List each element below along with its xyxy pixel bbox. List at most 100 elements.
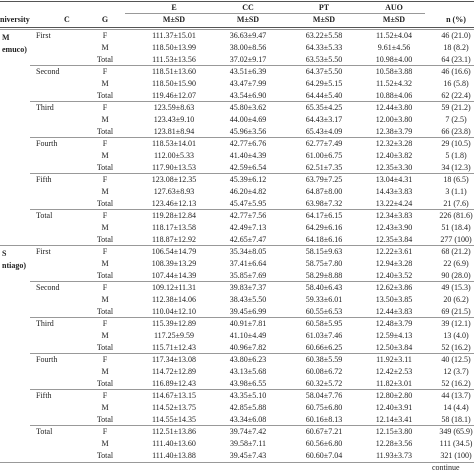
value-cell: 43.35±5.10 bbox=[229, 391, 267, 400]
value-cell: 12.40±3.82 bbox=[375, 151, 413, 160]
value-cell: 12.59±4.13 bbox=[375, 331, 413, 340]
gender-cell: Total bbox=[96, 307, 114, 316]
value-cell: 59.33±6.01 bbox=[305, 295, 343, 304]
header-cell: C bbox=[64, 15, 70, 24]
value-cell: 13.04±4.31 bbox=[375, 175, 413, 184]
value-cell: 60.66±6.25 bbox=[305, 343, 343, 352]
header-top-cell: E bbox=[171, 3, 177, 12]
value-cell: 127.63±8.93 bbox=[153, 187, 195, 196]
course-name: Fourth bbox=[36, 355, 58, 364]
value-cell: 114.55±14.35 bbox=[151, 415, 197, 424]
header-top-cell: AUO bbox=[385, 3, 403, 12]
course-name: Fourth bbox=[36, 139, 58, 148]
value-cell: 11.52±4.32 bbox=[375, 79, 413, 88]
gender-cell: F bbox=[102, 391, 108, 400]
value-cell: 13 (4.0) bbox=[443, 331, 469, 340]
value-cell: 12 (3.7) bbox=[443, 367, 469, 376]
course-rule bbox=[30, 281, 474, 282]
gender-cell: M bbox=[101, 367, 109, 376]
value-cell: 61.00±6.75 bbox=[305, 151, 343, 160]
value-cell: 43.51±6.39 bbox=[229, 67, 267, 76]
value-cell: 38.00±8.56 bbox=[229, 43, 267, 52]
value-cell: 112.00±5.33 bbox=[153, 151, 195, 160]
value-cell: 18 (8.2) bbox=[443, 43, 469, 52]
value-cell: 11.93±3.73 bbox=[375, 451, 413, 460]
value-cell: 60.56±6.80 bbox=[305, 439, 343, 448]
value-cell: 123.81±8.94 bbox=[153, 127, 195, 136]
course-rule bbox=[30, 425, 474, 426]
value-cell: 112.51±13.86 bbox=[151, 427, 197, 436]
value-cell: 12.80±2.80 bbox=[375, 391, 413, 400]
gender-cell: Total bbox=[96, 127, 114, 136]
value-cell: 123.08±12.35 bbox=[151, 175, 197, 184]
header-cell: G bbox=[101, 15, 109, 24]
value-cell: 42.49±7.13 bbox=[229, 223, 267, 232]
value-cell: 118.51±13.60 bbox=[151, 67, 197, 76]
value-cell: 60.75±6.80 bbox=[305, 403, 343, 412]
value-cell: 12.44±3.83 bbox=[375, 307, 413, 316]
course-rule bbox=[30, 137, 474, 138]
gender-cell: Total bbox=[96, 415, 114, 424]
gender-cell: F bbox=[102, 103, 108, 112]
value-cell: 68 (21.2) bbox=[441, 247, 471, 256]
value-cell: 12.15±3.80 bbox=[375, 427, 413, 436]
value-cell: 118.53±14.01 bbox=[151, 139, 197, 148]
value-cell: 35.34±8.05 bbox=[229, 247, 267, 256]
value-cell: 11.82±3.01 bbox=[375, 379, 413, 388]
value-cell: 118.17±13.58 bbox=[151, 223, 197, 232]
header-cell: M±SD bbox=[312, 15, 336, 24]
value-cell: 60.60±7.04 bbox=[305, 451, 343, 460]
university-name: M bbox=[2, 33, 10, 42]
value-cell: 114.67±13.15 bbox=[151, 391, 197, 400]
value-cell: 12.50±3.84 bbox=[375, 343, 413, 352]
value-cell: 58.75±7.80 bbox=[305, 259, 343, 268]
value-cell: 42.85±5.88 bbox=[229, 403, 267, 412]
value-cell: 62.51±7.35 bbox=[305, 163, 343, 172]
value-cell: 12.35±3.30 bbox=[375, 163, 413, 172]
value-cell: 112.38±14.06 bbox=[151, 295, 197, 304]
value-cell: 49 (15.3) bbox=[441, 283, 471, 292]
course-rule bbox=[30, 209, 474, 210]
value-cell: 114.72±12.89 bbox=[151, 367, 197, 376]
value-cell: 13.50±3.85 bbox=[375, 295, 413, 304]
value-cell: 9.61±4.56 bbox=[377, 43, 411, 52]
value-cell: 64.29±5.15 bbox=[305, 79, 343, 88]
value-cell: 277 (100) bbox=[440, 235, 472, 244]
gender-cell: Total bbox=[96, 199, 114, 208]
value-cell: 12.42±2.53 bbox=[375, 367, 413, 376]
value-cell: 44.00±4.69 bbox=[229, 115, 267, 124]
university-name: emuco) bbox=[2, 45, 27, 54]
value-cell: 37.02±9.17 bbox=[229, 55, 267, 64]
value-cell: 321 (100) bbox=[440, 451, 472, 460]
value-cell: 108.39±13.29 bbox=[151, 259, 197, 268]
header-rule bbox=[0, 27, 474, 28]
gender-cell: Total bbox=[96, 55, 114, 64]
value-cell: 118.87±12.92 bbox=[151, 235, 197, 244]
value-cell: 43.13±5.68 bbox=[229, 367, 267, 376]
value-cell: 69 (21.5) bbox=[441, 307, 471, 316]
value-cell: 39.58±7.11 bbox=[229, 439, 267, 448]
value-cell: 43.34±6.08 bbox=[229, 415, 267, 424]
gender-cell: Total bbox=[96, 91, 114, 100]
value-cell: 3 (1.1) bbox=[445, 187, 467, 196]
value-cell: 20 (6.2) bbox=[443, 295, 469, 304]
value-cell: 111 (34.5) bbox=[439, 439, 473, 448]
value-cell: 66 (23.8) bbox=[441, 127, 471, 136]
gender-cell: F bbox=[102, 355, 108, 364]
value-cell: 58.04±7.76 bbox=[305, 391, 343, 400]
header-cell: M±SD bbox=[162, 15, 186, 24]
value-cell: 41.40±4.39 bbox=[229, 151, 267, 160]
gender-cell: F bbox=[102, 247, 108, 256]
value-cell: 12.28±3.56 bbox=[375, 439, 413, 448]
value-cell: 60.55±6.53 bbox=[305, 307, 343, 316]
value-cell: 123.43±9.10 bbox=[153, 115, 195, 124]
value-cell: 60.58±5.95 bbox=[305, 319, 343, 328]
value-cell: 111.53±13.56 bbox=[152, 55, 196, 64]
course-rule bbox=[30, 317, 474, 318]
value-cell: 62 (22.4) bbox=[441, 91, 471, 100]
gender-cell: F bbox=[102, 139, 108, 148]
value-cell: 29 (10.5) bbox=[441, 139, 471, 148]
value-cell: 226 (81.6) bbox=[439, 211, 473, 220]
course-name: Fifth bbox=[36, 175, 52, 184]
